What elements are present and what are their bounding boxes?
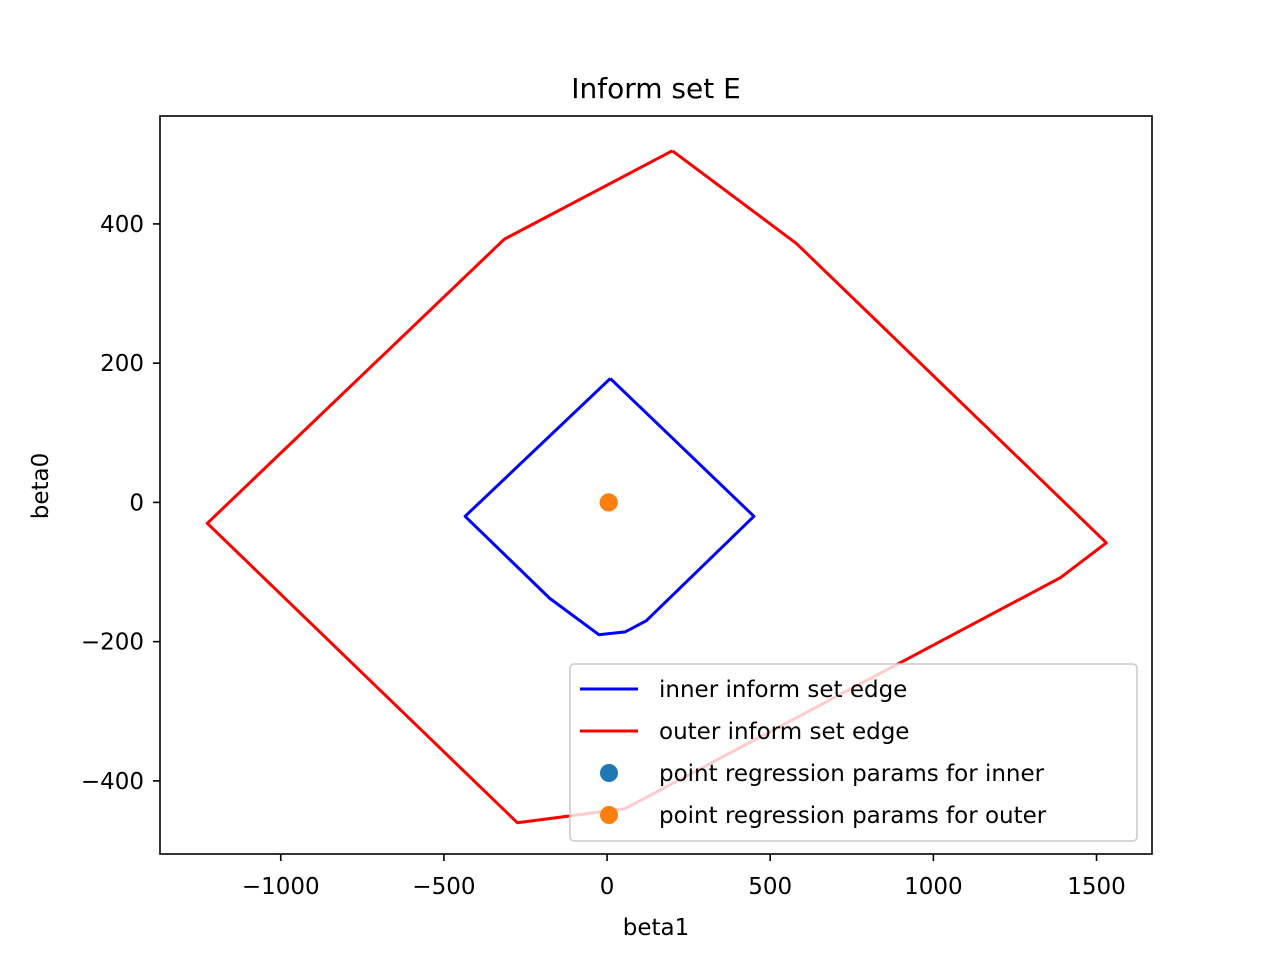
chart-title: Inform set E bbox=[571, 72, 741, 105]
legend-handle-point-regression-params-for-inner bbox=[600, 764, 618, 782]
legend-label-point-regression-params-for-outer: point regression params for outer bbox=[659, 803, 1047, 829]
x-tick-label: −1000 bbox=[242, 874, 320, 900]
legend-label-inner-inform-set-edge: inner inform set edge bbox=[659, 677, 907, 703]
x-tick-label: 1500 bbox=[1067, 874, 1126, 900]
y-axis-label: beta0 bbox=[28, 453, 54, 520]
series-point-point-regression-params-for-outer bbox=[599, 493, 618, 512]
legend-items: inner inform set edge outer inform set ed… bbox=[580, 677, 1047, 829]
x-tick-label: 500 bbox=[748, 874, 792, 900]
legend: inner inform set edge outer inform set ed… bbox=[569, 663, 1138, 842]
y-tick-label: 0 bbox=[129, 490, 144, 516]
x-axis-label: beta1 bbox=[623, 915, 690, 941]
x-tick-label: 0 bbox=[600, 874, 615, 900]
y-axis-ticks: −400 −200 0 200 400 bbox=[81, 212, 160, 795]
y-tick-label: 400 bbox=[100, 212, 144, 238]
y-tick-label: −200 bbox=[81, 630, 144, 656]
x-tick-label: −500 bbox=[412, 874, 475, 900]
y-tick-label: 200 bbox=[100, 351, 144, 377]
x-tick-label: 1000 bbox=[904, 874, 963, 900]
legend-label-point-regression-params-for-inner: point regression params for inner bbox=[659, 761, 1045, 787]
x-axis-ticks: −1000 −500 0 500 1000 1500 bbox=[242, 854, 1126, 900]
plot-frame bbox=[159, 115, 1153, 855]
legend-label-outer-inform-set-edge: outer inform set edge bbox=[659, 719, 909, 745]
series-line-inner-inform-set-edge bbox=[463, 377, 756, 637]
legend-box bbox=[569, 663, 1138, 842]
legend-handle-point-regression-params-for-outer bbox=[600, 806, 618, 824]
y-tick-label: −400 bbox=[81, 769, 144, 795]
